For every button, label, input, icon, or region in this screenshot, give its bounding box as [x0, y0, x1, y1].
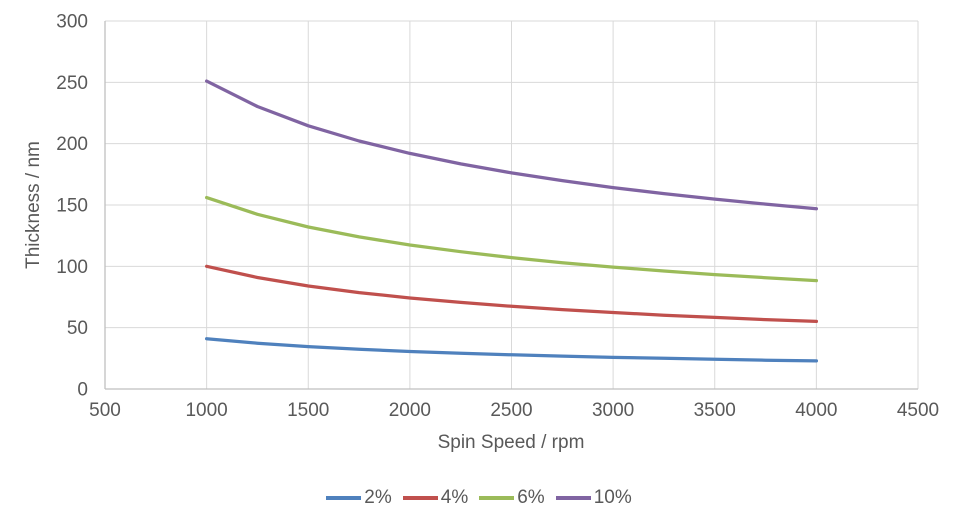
legend-label: 2% [364, 487, 392, 508]
x-tick-label: 4500 [897, 400, 939, 421]
y-tick-label: 0 [77, 380, 88, 401]
legend-label: 4% [440, 487, 469, 508]
x-tick-label: 1000 [185, 400, 227, 421]
legend-item-6%: 6% [479, 487, 545, 509]
series-lines [204, 79, 819, 363]
x-tick-label: 3000 [592, 400, 634, 421]
y-tick-label: 250 [56, 73, 88, 94]
legend-item-4%: 4% [402, 487, 469, 509]
x-tick-label: 500 [89, 400, 121, 421]
x-tick-label: 3500 [694, 400, 736, 421]
legend-label: 6% [517, 487, 545, 508]
series-line-6% [204, 195, 819, 283]
legend: 2% 4% 6% 10% [0, 487, 958, 509]
legend-line-swatch [479, 496, 515, 500]
y-axis-title: Thickness / nm [23, 141, 44, 269]
axis-lines [104, 21, 918, 390]
x-tick-label: 1500 [287, 400, 329, 421]
y-tick-label: 300 [56, 12, 88, 33]
series-line-2% [204, 337, 819, 363]
y-tick-label: 100 [56, 257, 88, 278]
series-line-4% [204, 264, 819, 324]
legend-line-swatch [402, 496, 438, 500]
x-tick-label: 4000 [795, 400, 837, 421]
y-tick-label: 150 [56, 196, 88, 217]
y-axis-tick-labels: 0 50 100 150 200 250 300 [56, 12, 88, 401]
x-tick-label: 2000 [389, 400, 431, 421]
legend-item-2%: 2% [326, 487, 392, 509]
legend-line-swatch [555, 496, 591, 500]
legend-line-swatch [326, 496, 362, 500]
series-line-10% [204, 79, 819, 211]
x-tick-label: 2500 [490, 400, 532, 421]
legend-label: 10% [593, 487, 632, 508]
y-tick-label: 50 [67, 318, 88, 339]
y-tick-label: 200 [56, 134, 88, 155]
x-axis-title: Spin Speed / rpm [438, 432, 585, 453]
x-axis-tick-labels: 500 1000 1500 2000 2500 3000 3500 4000 4500 [89, 400, 939, 421]
legend-item-10%: 10% [555, 487, 632, 509]
